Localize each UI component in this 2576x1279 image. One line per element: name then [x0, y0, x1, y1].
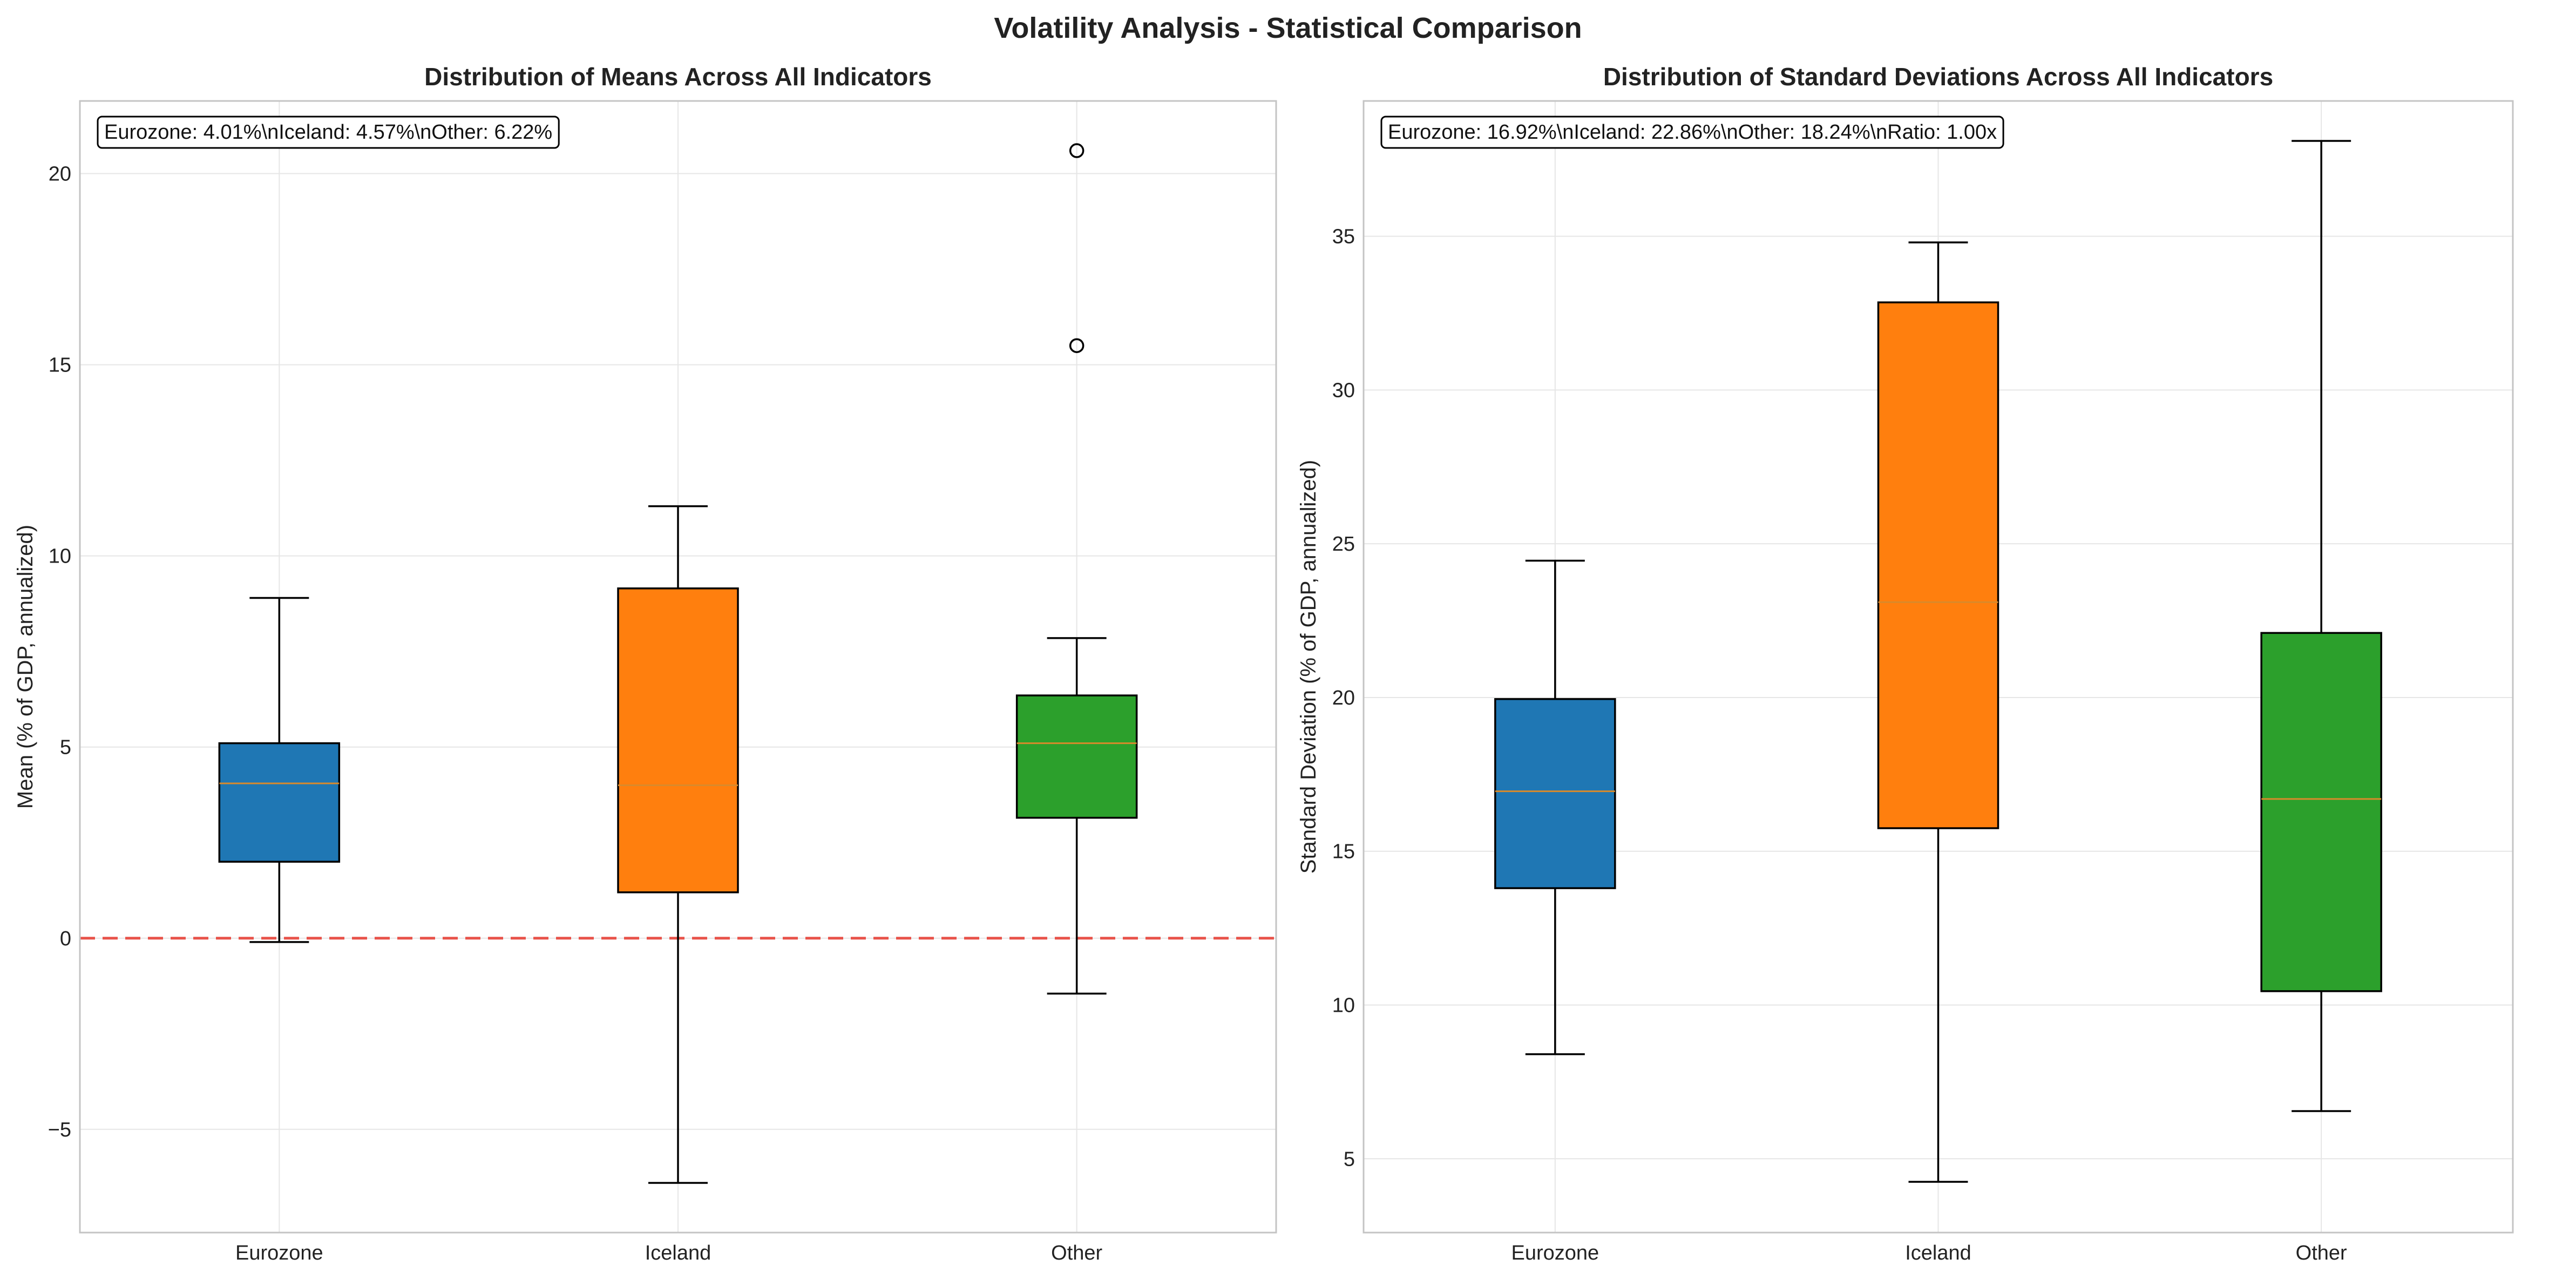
- box-eurozone: [1494, 559, 1616, 1055]
- box-iceland: [617, 505, 739, 1184]
- y-tick-label: 5: [60, 736, 71, 759]
- y-tick-label: 15: [49, 354, 71, 377]
- annotation-box: [97, 116, 560, 149]
- y-tick-label: 10: [49, 545, 71, 568]
- x-tick-label: Iceland: [1905, 1242, 1971, 1264]
- y-tick-label: 0: [60, 928, 71, 950]
- y-tick-label: 30: [1332, 379, 1355, 402]
- x-tick-label: Other: [2296, 1242, 2347, 1264]
- x-tick-label: Other: [1051, 1242, 1102, 1264]
- y-tick-label: 20: [49, 163, 71, 186]
- stats-annotation: Eurozone: 16.92%\nIceland: 22.86%\nOther…: [1388, 121, 1997, 144]
- box-other: [2260, 140, 2382, 1112]
- outlier-point: [1069, 338, 1084, 353]
- plot-frame: [1362, 100, 2514, 1234]
- iqr-box: [617, 587, 739, 894]
- means-panel: Distribution of Means Across All Indicat…: [13, 63, 1277, 1264]
- x-tick-label: Eurozone: [1511, 1242, 1599, 1264]
- y-tick-label: 25: [1332, 533, 1355, 556]
- y-axis-label: Mean (% of GDP, annualized): [13, 525, 37, 809]
- iqr-box: [2260, 632, 2382, 992]
- iqr-box: [1015, 694, 1138, 819]
- box-other: [1015, 143, 1138, 995]
- x-tick-label: Iceland: [645, 1242, 711, 1264]
- panel-title: Distribution of Standard Deviations Acro…: [1603, 63, 2273, 91]
- iqr-box: [1494, 698, 1616, 889]
- y-tick-label: 15: [1332, 841, 1355, 863]
- plot-frame: [79, 100, 1277, 1234]
- std-dev-panel: Distribution of Standard Deviations Acro…: [1297, 63, 2514, 1264]
- outlier-point: [1069, 143, 1084, 158]
- y-tick-label: 35: [1332, 226, 1355, 248]
- y-axis-label: Standard Deviation (% of GDP, annualized…: [1297, 460, 1320, 874]
- box-eurozone: [218, 597, 341, 943]
- panel-title: Distribution of Means Across All Indicat…: [424, 63, 932, 91]
- y-tick-label: −5: [48, 1119, 71, 1141]
- stats-annotation: Eurozone: 4.01%\nIceland: 4.57%\nOther: …: [104, 121, 552, 144]
- y-tick-label: 20: [1332, 687, 1355, 709]
- iqr-box: [218, 742, 341, 863]
- box-iceland: [1877, 241, 1999, 1183]
- y-tick-label: 5: [1344, 1148, 1355, 1170]
- annotation-box: [1380, 116, 2004, 149]
- y-tick-label: 10: [1332, 994, 1355, 1017]
- figure-title: Volatility Analysis - Statistical Compar…: [994, 12, 1582, 44]
- x-tick-label: Eurozone: [235, 1242, 323, 1264]
- iqr-box: [1877, 301, 1999, 829]
